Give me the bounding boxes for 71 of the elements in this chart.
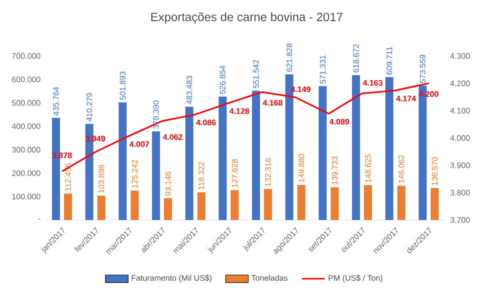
bar [297,184,306,220]
data-label: 435.764 [53,86,59,116]
bar [385,77,394,220]
data-label: 4.062 [162,134,182,140]
y2-tick-label: 3.800 [450,190,470,196]
data-label: 4.086 [196,120,216,126]
data-label: 132.316 [265,158,271,186]
data-label: 551.542 [253,60,259,88]
data-label: 410.279 [86,93,92,122]
y-tick-label: 600.000 [12,76,40,82]
legend-label: Toneladas [252,274,288,281]
y-tick-label: 300.000 [12,146,40,153]
bar [364,185,372,220]
y-tick-label: 200.000 [12,170,40,176]
y-tick-label: 400.000 [12,123,40,130]
data-label: 573.559 [420,54,426,84]
y-tick-label: 700.000 [12,53,40,59]
y2-tick-label: 4.300 [450,53,470,59]
data-label: 526.854 [220,66,226,94]
bar [197,192,206,220]
bar [164,198,172,220]
data-label: 501.893 [120,72,126,100]
y2-tick-label: 3.900 [450,162,470,168]
data-label: 378.390 [153,100,159,129]
data-label: 148.625 [365,154,371,182]
bar [64,194,72,220]
data-label: 125.242 [132,160,138,188]
bar [352,75,360,220]
y-tick-label: - [38,218,40,220]
data-label: 136.570 [432,157,438,186]
data-label: 4.174 [396,96,416,102]
data-label: 4.089 [329,118,350,125]
bar [185,106,194,220]
data-label: 146.062 [398,154,404,183]
bar [430,188,439,220]
bar [152,131,160,220]
data-label: 618.672 [353,44,359,72]
data-label: 609.711 [386,46,392,74]
bar [130,190,139,220]
legend-label: Faturamento (Mil US$) [132,274,212,282]
data-label: 4.163 [362,80,382,86]
y2-tick-label: 4.100 [450,108,470,114]
data-label: 621.828 [286,43,292,72]
data-label: 118.322 [198,162,204,190]
data-label: 139.733 [332,156,338,184]
data-label: 93.146 [165,172,171,196]
bar [318,86,327,220]
bar [397,186,406,220]
data-label: 127.628 [232,159,238,188]
chart-title: Exportações de carne bovina - 2017 [151,12,342,24]
y-tick-label: 100.000 [12,194,40,200]
bar [230,190,239,220]
data-label: 483.483 [186,76,192,104]
y-tick-label: 500.000 [12,100,40,106]
data-label: 4.168 [262,100,282,106]
bar [118,102,127,220]
y2-tick-label: 3.700 [450,217,470,223]
data-label: 4.007 [129,141,149,147]
bar [218,96,227,220]
data-label: 4.128 [229,108,250,114]
data-label: 103.898 [98,164,104,193]
bar [264,189,272,220]
data-label: 112.455 [65,163,71,191]
bar [252,90,260,220]
y2-tick-label: 4.200 [450,80,470,86]
bar [97,196,106,220]
y2-tick-label: 4.000 [450,135,470,141]
data-label: 571.331 [320,55,326,84]
legend-label: PM (US$ / Ton) [328,274,382,282]
bar [330,187,339,220]
data-label: 149.880 [298,154,304,182]
